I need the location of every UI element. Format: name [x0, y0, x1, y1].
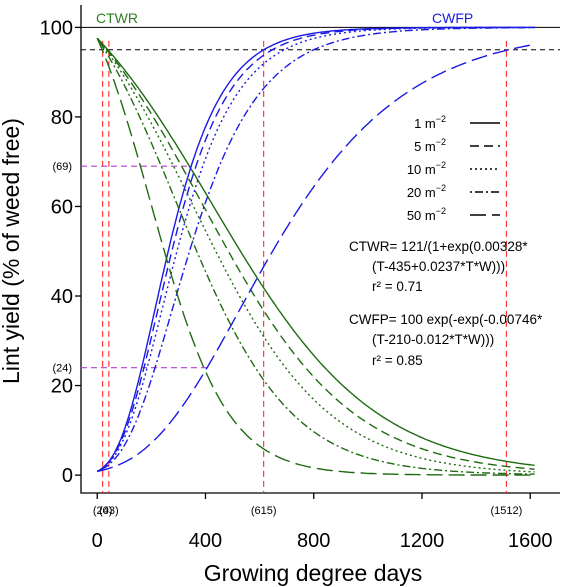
- ctwr-r2: r² = 0.71: [372, 279, 423, 294]
- legend: 1 m−2 5 m−2 10 m−2 20 m−2 50 m−2: [407, 114, 500, 223]
- y-tick-label: 20: [51, 376, 73, 398]
- y-tick-label: 80: [51, 107, 73, 129]
- legend-label-exponent: −2: [436, 183, 446, 193]
- ctwr-curve-label: CTWR: [96, 10, 138, 26]
- ctwr-equation-line2: (T-435+0.0237*T*W))): [372, 259, 505, 274]
- vertical-marker-label: (1512): [491, 505, 523, 517]
- y-tick-label: 60: [51, 196, 73, 218]
- x-tick-label: 800: [297, 530, 330, 552]
- legend-label: 1 m−2: [414, 114, 446, 131]
- y-tick-label: 40: [51, 286, 73, 308]
- vertical-marker-label: (20): [93, 505, 113, 517]
- ctwr-curve-5: [96, 37, 535, 470]
- cwfp-curve-5: [96, 26, 535, 473]
- plot-area: 0 400 800 1200 1600 0 20 40 60 80 100 (20)(43) (615)…: [40, 5, 560, 552]
- vertical-marker-label: (615): [251, 505, 277, 517]
- horizontal-marker-label: (69): [52, 161, 72, 173]
- ctwr-curve-10: [96, 37, 535, 473]
- cwfp-curve-10: [96, 26, 535, 473]
- y-axis-title: Lint yield (% of weed free): [0, 118, 24, 384]
- y-tick-label: 0: [62, 465, 73, 487]
- x-tick-label: 1200: [400, 530, 445, 552]
- legend-label-exponent: −2: [436, 114, 446, 124]
- cwfp-equation-line2: (T-210-0.012*T*W))): [372, 332, 494, 347]
- ctwr-curve-1: [96, 37, 535, 466]
- legend-label-exponent: −2: [436, 206, 446, 216]
- axes-frame: [80, 5, 560, 494]
- legend-label: 10 m−2: [407, 160, 446, 177]
- cwfp-r2: r² = 0.85: [372, 353, 423, 368]
- x-tick-label: 1600: [508, 530, 553, 552]
- x-tick-label: 0: [92, 530, 103, 552]
- cwfp-curve-label: CWFP: [432, 10, 473, 26]
- cwfp-equation-line1: CWFP= 100 exp(-exp(-0.00746*: [349, 312, 543, 327]
- y-tick-label: 100: [40, 17, 73, 39]
- ctwr-equation-line1: CTWR= 121/(1+exp(0.00328*: [349, 239, 528, 254]
- cwfp-curve-20: [96, 26, 535, 473]
- equation-block: CTWR= 121/(1+exp(0.00328* (T-435+0.0237*…: [349, 239, 543, 368]
- legend-label: 20 m−2: [407, 183, 446, 200]
- legend-label: 5 m−2: [414, 137, 446, 154]
- legend-label: 50 m−2: [407, 206, 446, 223]
- x-tick-label: 400: [189, 530, 222, 552]
- vertical-marker-label: (43): [99, 505, 119, 517]
- x-axis-title: Growing degree days: [204, 560, 423, 586]
- ctwr-curve-20: [96, 37, 535, 475]
- legend-label-exponent: −2: [436, 137, 446, 147]
- legend-label-exponent: −2: [436, 160, 446, 170]
- horizontal-marker-label: (24): [52, 363, 72, 375]
- cwfp-curve-50: [97, 43, 535, 473]
- ctwr-curve-50: [96, 37, 535, 476]
